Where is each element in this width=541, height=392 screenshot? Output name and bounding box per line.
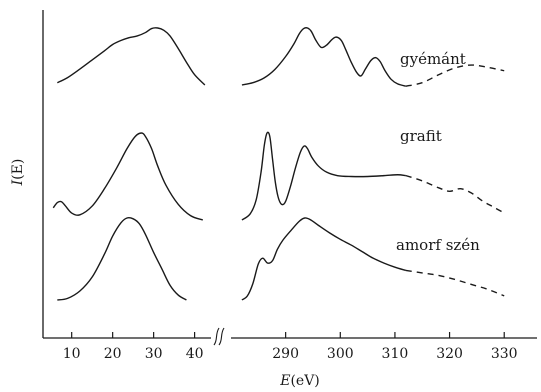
series-line-grafit-core [241, 131, 406, 221]
axis-break-mark [213, 327, 225, 346]
series-line-gyemant-core [241, 27, 407, 87]
x-ticks-low: 10 20 30 40 [63, 332, 204, 362]
y-axis-title-var: I [10, 179, 26, 186]
x-tick-label: 290 [272, 346, 299, 362]
x-tick-label: 30 [145, 346, 163, 362]
series-label-amorf-szen: amorf szén [396, 236, 480, 254]
x-tick-label: 20 [104, 346, 122, 362]
series-line-grafit-low [52, 132, 204, 221]
x-tick-label: 310 [382, 346, 409, 362]
x-tick-label: 320 [436, 346, 463, 362]
y-axis-title-paren: (E) [10, 159, 26, 180]
y-axis-title: I(E) [10, 159, 26, 187]
series-label-grafit: grafit [400, 127, 442, 145]
series-line-amorf-szen-tail [405, 269, 505, 297]
x-axis-title-unit: (eV) [290, 373, 319, 389]
series-line-grafit-tail [405, 174, 505, 214]
x-tick-label: 300 [327, 346, 354, 362]
x-axis-title: E(eV) [279, 373, 320, 389]
series-line-amorf-szen-low [57, 217, 187, 301]
axes [42, 10, 537, 346]
series-line-amorf-szen-core [241, 217, 407, 301]
series-line-gyemant-low [57, 27, 206, 86]
x-axis-title-var: E [279, 373, 290, 389]
x-tick-label: 10 [63, 346, 81, 362]
x-tick-label: 40 [186, 346, 204, 362]
series-label-gyemant: gyémánt [400, 50, 466, 68]
spectra-curves [52, 27, 505, 301]
x-tick-label: 330 [491, 346, 518, 362]
series-line-gyemant-tail [405, 64, 505, 87]
x-ticks-core: 290 300 310 320 330 [272, 332, 518, 362]
